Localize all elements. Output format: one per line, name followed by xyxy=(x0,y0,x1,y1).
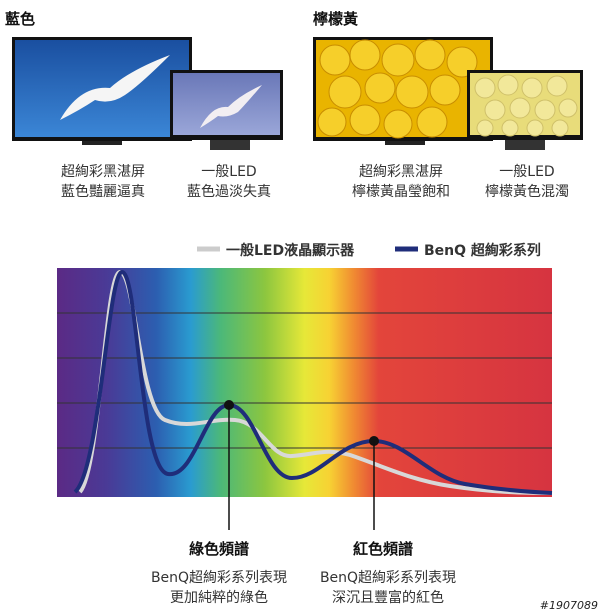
callout-text: 更加純粹的綠色 xyxy=(170,589,268,606)
caption: 超絢彩黑湛屏 xyxy=(61,163,145,180)
caption: 一般LED xyxy=(499,164,554,180)
section-title: 檸檬黃 xyxy=(313,10,358,28)
legend-label: BenQ 超絢彩系列 xyxy=(424,242,541,259)
spectrum xyxy=(57,268,552,497)
callout-text: BenQ超絢彩系列表現 xyxy=(151,569,287,586)
callout-text: 深沉且豐富的紅色 xyxy=(332,589,444,606)
curve-led xyxy=(78,269,553,495)
caption: 藍色豔麗逼真 xyxy=(61,183,145,200)
caption: 藍色過淡失真 xyxy=(187,183,271,200)
caption: 檸檬黃晶瑩飽和 xyxy=(352,183,450,200)
section-title: 藍色 xyxy=(5,10,35,28)
callout-title: 綠色頻譜 xyxy=(189,540,249,558)
legend-label: 一般LED液晶顯示器 xyxy=(226,242,355,259)
caption: 一般LED xyxy=(201,164,256,180)
caption: 超絢彩黑湛屏 xyxy=(359,163,443,180)
caption: 檸檬黃色混濁 xyxy=(485,183,569,200)
watermark: #1907089 xyxy=(540,599,598,612)
callout-title: 紅色頻譜 xyxy=(353,540,413,558)
tv-images xyxy=(12,37,583,150)
callout-text: BenQ超絢彩系列表現 xyxy=(320,569,456,586)
